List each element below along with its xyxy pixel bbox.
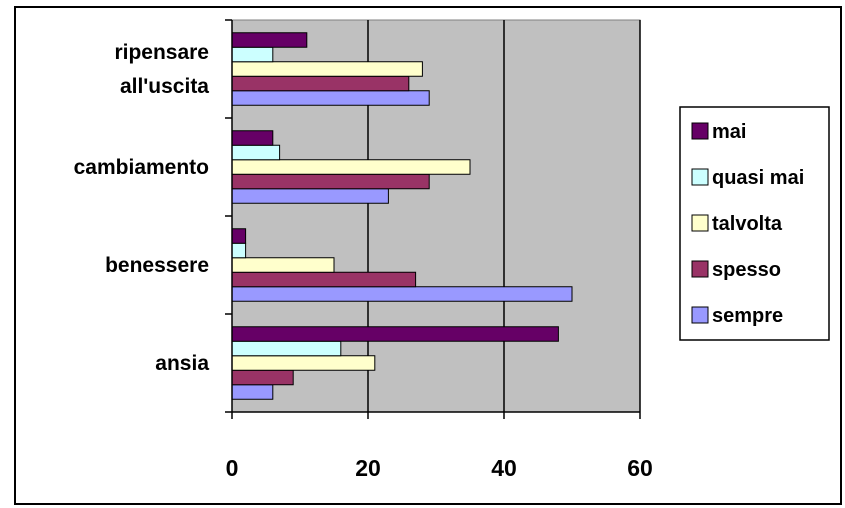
bar-talvolta-benessere [231,257,335,273]
bar-sempre-ripensare-all-uscita [231,90,430,106]
legend-label-mai: mai [712,121,746,143]
x-tick-label-20: 20 [355,455,381,481]
bar-spesso-benessere [231,271,417,288]
category-label-ripensare-all-uscita: ripensare all'uscita [114,41,209,98]
bar-mai-cambiamento [231,130,274,146]
category-label-benessere: benessere [105,254,209,277]
bar-spesso-ripensare-all-uscita [231,75,410,92]
axes [225,19,641,419]
legend-label-spesso: spesso [712,259,781,281]
bar-quasi-mai-cambiamento [231,144,281,161]
bar-spesso-ansia [231,369,294,386]
bar-mai-benessere [231,228,247,244]
legend-label-sempre: sempre [712,305,783,327]
legend: mai quasi mai talvolta spesso sempre [679,106,830,341]
bar-sempre-cambiamento [231,188,389,204]
bar-sempre-benessere [231,286,573,302]
x-tick-label-40: 40 [491,455,517,481]
legend-label-quasi-mai: quasi mai [712,167,804,189]
legend-swatch-sempre [691,306,709,324]
legend-swatch-quasi-mai [691,168,709,186]
legend-swatch-mai [691,122,709,140]
bar-quasi-mai-ansia [231,340,342,357]
legend-swatch-spesso [691,260,709,278]
x-tick-label-60: 60 [627,455,653,481]
category-labels: ansia benessere cambiamento ripensare all'us… [74,41,210,375]
bar-talvolta-ansia [231,355,376,371]
category-label-cambiamento: cambiamento [74,156,209,179]
bar-quasi-mai-ripensare-all-uscita [231,46,274,63]
bar-talvolta-ripensare-all-uscita [231,61,423,77]
category-label-ansia: ansia [155,352,209,375]
bar-sempre-ansia [231,384,274,400]
legend-label-talvolta: talvolta [712,213,783,235]
bar-spesso-cambiamento [231,173,430,190]
x-tick-label-0: 0 [226,455,239,481]
bar-talvolta-cambiamento [231,159,471,175]
bar-quasi-mai-benessere [231,242,247,259]
bar-mai-ansia [231,326,559,342]
legend-swatch-talvolta [691,214,709,232]
bars [231,32,573,400]
bar-mai-ripensare-all-uscita [231,32,308,48]
tick-labels: 0 20 40 60 [226,455,653,481]
